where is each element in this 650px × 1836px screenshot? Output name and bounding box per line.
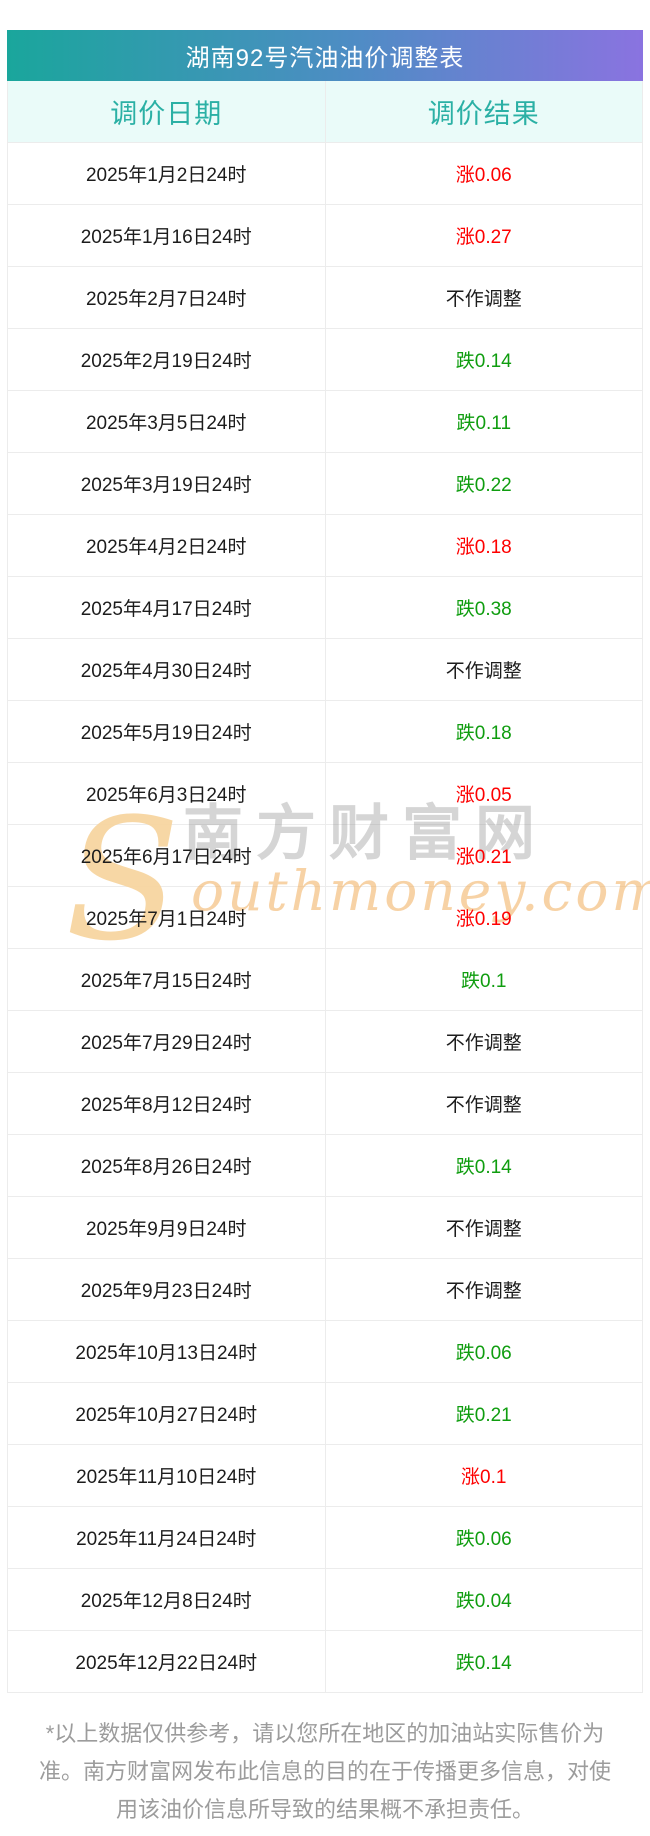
table-title: 湖南92号汽油油价调整表 <box>185 45 465 72</box>
adjustment-result-cell: 涨0.19 <box>455 909 512 930</box>
adjustment-result-cell: 涨0.05 <box>455 785 512 806</box>
table-row: 2025年7月29日24时 不作调整 <box>8 1010 642 1072</box>
adjustment-date-cell: 2025年7月1日24时 <box>8 887 326 948</box>
adjustment-date-cell: 2025年7月29日24时 <box>8 1011 326 1072</box>
adjustment-result-cell: 跌0.14 <box>455 1653 512 1674</box>
adjustment-result-cell: 不作调整 <box>445 1281 522 1302</box>
disclaimer-line-1: *以上数据仅供参考，请以您所在地区的加油站实际售价为 <box>45 1721 605 1746</box>
table-row: 2025年1月2日24时 涨0.06 <box>8 142 642 204</box>
adjustment-result-cell: 不作调整 <box>445 1033 522 1054</box>
adjustment-result-cell: 跌0.04 <box>455 1591 512 1612</box>
adjustment-result-cell: 跌0.11 <box>456 413 512 434</box>
adjustment-date-cell: 2025年11月10日24时 <box>8 1445 326 1506</box>
adjustment-date-cell: 2025年3月19日24时 <box>8 453 326 514</box>
adjustment-date-cell: 2025年9月9日24时 <box>8 1197 326 1258</box>
table-row: 2025年9月23日24时 不作调整 <box>8 1258 642 1320</box>
price-adjustment-table: 湖南92号汽油油价调整表 调价日期 调价结果 2025年1月2日24时 涨0.0… <box>7 30 650 1693</box>
column-header-date: 调价日期 <box>8 81 326 142</box>
adjustment-date-cell: 2025年6月17日24时 <box>8 825 326 886</box>
table-row: 2025年12月8日24时 跌0.04 <box>8 1568 642 1630</box>
adjustment-date-cell: 2025年6月3日24时 <box>8 763 326 824</box>
table-body: 2025年1月2日24时 涨0.06 2025年1月16日24时 涨0.27 2… <box>8 142 642 1692</box>
adjustment-result-cell: 跌0.14 <box>455 1157 512 1178</box>
adjustment-result-cell: 不作调整 <box>445 1095 522 1116</box>
table-row: 2025年9月9日24时 不作调整 <box>8 1196 642 1258</box>
adjustment-date-cell: 2025年12月8日24时 <box>8 1569 326 1630</box>
table-row: 2025年8月12日24时 不作调整 <box>8 1072 642 1134</box>
column-header-result: 调价结果 <box>427 99 540 129</box>
adjustment-date-cell: 2025年10月13日24时 <box>8 1321 326 1382</box>
adjustment-date-cell: 2025年2月19日24时 <box>8 329 326 390</box>
adjustment-date-cell: 2025年1月16日24时 <box>8 205 326 266</box>
table-grid: 调价日期 调价结果 2025年1月2日24时 涨0.06 2025年1月16日2… <box>7 81 643 1693</box>
table-row: 2025年3月19日24时 跌0.22 <box>8 452 642 514</box>
table-row: 2025年2月7日24时 不作调整 <box>8 266 642 328</box>
table-row: 2025年4月30日24时 不作调整 <box>8 638 642 700</box>
adjustment-date-cell: 2025年10月27日24时 <box>8 1383 326 1444</box>
adjustment-result-cell: 跌0.21 <box>455 1405 512 1426</box>
adjustment-result-cell: 跌0.1 <box>461 971 507 992</box>
table-row: 2025年10月27日24时 跌0.21 <box>8 1382 642 1444</box>
adjustment-date-cell: 2025年1月2日24时 <box>8 143 326 204</box>
table-header-row: 调价日期 调价结果 <box>8 81 642 142</box>
adjustment-result-cell: 跌0.18 <box>455 723 512 744</box>
adjustment-result-cell: 跌0.38 <box>455 599 512 620</box>
adjustment-date-cell: 2025年4月17日24时 <box>8 577 326 638</box>
adjustment-result-cell: 不作调整 <box>445 1219 522 1240</box>
adjustment-date-cell: 2025年8月26日24时 <box>8 1135 326 1196</box>
adjustment-date-cell: 2025年11月24日24时 <box>8 1507 326 1568</box>
disclaimer-line-3: 用该油价信息所导致的结果概不承担责任。 <box>115 1797 534 1822</box>
adjustment-date-cell: 2025年9月23日24时 <box>8 1259 326 1320</box>
adjustment-date-cell: 2025年4月30日24时 <box>8 639 326 700</box>
adjustment-result-cell: 跌0.22 <box>455 475 512 496</box>
adjustment-result-cell: 不作调整 <box>445 661 522 682</box>
adjustment-date-cell: 2025年8月12日24时 <box>8 1073 326 1134</box>
disclaimer: *以上数据仅供参考，请以您所在地区的加油站实际售价为 准。南方财富网发布此信息的… <box>3 1715 647 1829</box>
table-row: 2025年3月5日24时 跌0.11 <box>8 390 642 452</box>
adjustment-result-cell: 涨0.06 <box>455 165 512 186</box>
table-row: 2025年11月24日24时 跌0.06 <box>8 1506 642 1568</box>
table-row: 2025年6月3日24时 涨0.05 <box>8 762 642 824</box>
adjustment-result-cell: 涨0.18 <box>455 537 512 558</box>
table-row: 2025年12月22日24时 跌0.14 <box>8 1630 642 1692</box>
table-row: 2025年6月17日24时 涨0.21 <box>8 824 642 886</box>
adjustment-result-cell: 跌0.06 <box>455 1529 512 1550</box>
table-row: 2025年2月19日24时 跌0.14 <box>8 328 642 390</box>
table-row: 2025年8月26日24时 跌0.14 <box>8 1134 642 1196</box>
table-row: 2025年4月2日24时 涨0.18 <box>8 514 642 576</box>
disclaimer-line-2: 准。南方财富网发布此信息的目的在于传播更多信息，对使 <box>38 1759 611 1784</box>
adjustment-date-cell: 2025年12月22日24时 <box>8 1631 326 1692</box>
adjustment-date-cell: 2025年2月7日24时 <box>8 267 326 328</box>
table-row: 2025年7月15日24时 跌0.1 <box>8 948 642 1010</box>
table-row: 2025年4月17日24时 跌0.38 <box>8 576 642 638</box>
adjustment-result-cell: 涨0.27 <box>455 227 512 248</box>
adjustment-result-cell: 涨0.21 <box>455 847 512 868</box>
table-row: 2025年7月1日24时 涨0.19 <box>8 886 642 948</box>
adjustment-result-cell: 涨0.1 <box>461 1467 507 1488</box>
adjustment-date-cell: 2025年7月15日24时 <box>8 949 326 1010</box>
adjustment-result-cell: 跌0.14 <box>455 351 512 372</box>
table-row: 2025年1月16日24时 涨0.27 <box>8 204 642 266</box>
table-title-bar: 湖南92号汽油油价调整表 <box>7 30 643 81</box>
adjustment-result-cell: 跌0.06 <box>455 1343 512 1364</box>
adjustment-date-cell: 2025年5月19日24时 <box>8 701 326 762</box>
adjustment-date-cell: 2025年4月2日24时 <box>8 515 326 576</box>
table-row: 2025年10月13日24时 跌0.06 <box>8 1320 642 1382</box>
table-row: 2025年11月10日24时 涨0.1 <box>8 1444 642 1506</box>
adjustment-result-cell: 不作调整 <box>445 289 522 310</box>
table-row: 2025年5月19日24时 跌0.18 <box>8 700 642 762</box>
adjustment-date-cell: 2025年3月5日24时 <box>8 391 326 452</box>
